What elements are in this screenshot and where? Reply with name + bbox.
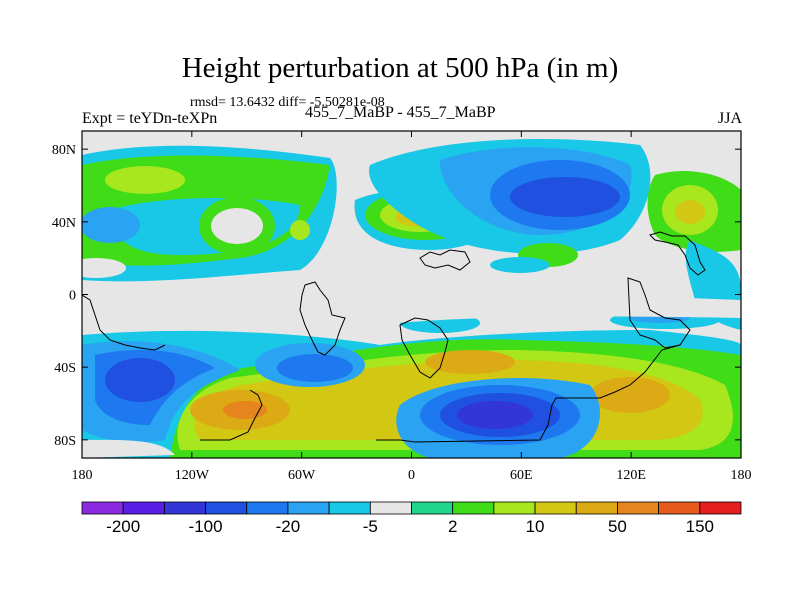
contour-nh-hole-west (82, 258, 126, 278)
contour-fe-olive (675, 200, 705, 224)
y-tick-label: 80N (52, 143, 76, 158)
colorbar-swatch (81, 501, 124, 515)
colorbar-label: 150 (686, 517, 714, 536)
contour-ne-blue (510, 177, 620, 217)
colorbar-swatch (575, 501, 618, 515)
coastline-east-asia (649, 231, 706, 276)
contour-scw-midblue (277, 354, 353, 382)
y-tick-label: 40S (54, 361, 76, 376)
contour-sh-orange-3 (425, 350, 515, 374)
colorbar-swatch (534, 501, 577, 515)
y-tick-label: 0 (69, 289, 76, 304)
colorbar-swatch (246, 501, 289, 515)
colorbar-swatch (617, 501, 660, 515)
contour-eq-white-gap (82, 290, 741, 325)
colorbar-swatch (411, 501, 454, 515)
colorbar: -200 -100 -20 -5 2 10 50 150 (81, 501, 742, 536)
colorbar-label: -20 (276, 517, 301, 536)
x-tick-label: 120E (616, 468, 646, 483)
x-tick-label: 60W (288, 468, 316, 483)
colorbar-label: 50 (608, 517, 627, 536)
colorbar-swatch (699, 501, 742, 515)
colorbar-swatch (163, 501, 206, 515)
contour-field (82, 131, 741, 458)
colorbar-swatch (452, 501, 495, 515)
contour-nh-ring-hole (211, 208, 263, 244)
contour-nh-yellow-dot (290, 220, 310, 240)
colorbar-swatch (122, 501, 165, 515)
x-tick-label: 180 (72, 468, 93, 483)
contour-se-deepblue (457, 401, 533, 429)
coastline-eurasia-fragment (419, 249, 471, 271)
y-tick-label: 80S (54, 434, 76, 449)
coastline-west-edge (82, 294, 166, 351)
contour-sh-white-gap (82, 439, 175, 458)
contour-sh-darkorange-1 (223, 401, 267, 419)
x-tick-label: 60E (510, 468, 533, 483)
coastline-south-america (299, 281, 346, 356)
coastline-africa (399, 317, 449, 379)
contour-sh-orange-2 (590, 377, 670, 413)
contour-nh-blue-west (82, 207, 140, 243)
colorbar-swatch (287, 501, 330, 515)
colorbar-label: 2 (448, 517, 457, 536)
colorbar-swatch (369, 501, 412, 515)
colorbar-swatch (658, 501, 701, 515)
contour-ne-teal-small (490, 257, 550, 273)
colorbar-swatch (328, 501, 371, 515)
coastline-antarctica (200, 344, 681, 443)
coastline-australia (627, 277, 691, 349)
contour-sw-blue (105, 358, 175, 402)
y-axis: 80N 40N 0 40S 80S (52, 143, 741, 449)
runs-label: 455_7_MaBP - 455_7_MaBP (305, 104, 496, 121)
experiment-label: Expt = teYDn-teXPn (82, 110, 218, 127)
colorbar-label: -5 (363, 517, 378, 536)
y-tick-label: 40N (52, 216, 76, 231)
x-tick-label: 180 (731, 468, 752, 483)
colorbar-swatch (493, 501, 536, 515)
x-tick-label: 120W (175, 468, 210, 483)
contour-nh-yellow-west (105, 166, 185, 194)
colorbar-label: -100 (189, 517, 223, 536)
x-axis: 180 120W 60W 0 60E 120E 180 (72, 131, 752, 483)
colorbar-label: 10 (526, 517, 545, 536)
coastlines (82, 231, 706, 443)
stats-label: rmsd= 13.6432 diff= -5.50281e-08 (190, 95, 385, 110)
x-tick-label: 0 (408, 468, 415, 483)
colorbar-label: -200 (106, 517, 140, 536)
season-label: JJA (717, 110, 742, 127)
map-title: Height perturbation at 500 hPa (in m) (181, 52, 619, 84)
colorbar-swatch (205, 501, 248, 515)
